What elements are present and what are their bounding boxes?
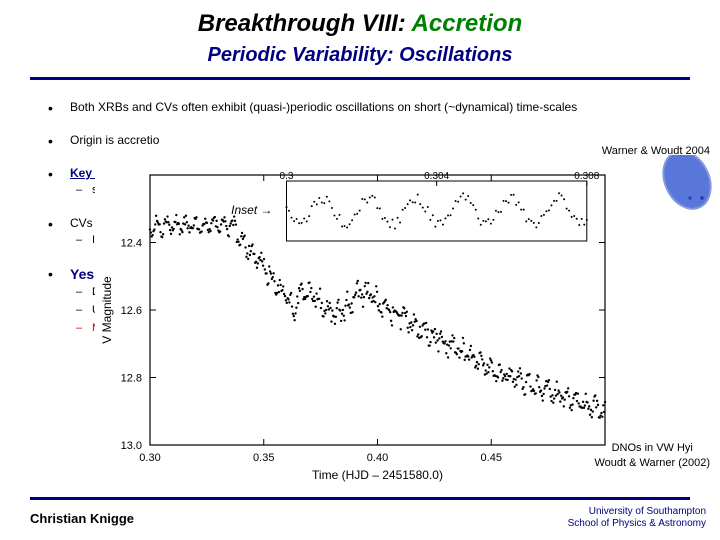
svg-text:0.308: 0.308 <box>574 171 599 182</box>
bullet-2-text: Origin is accretio <box>70 133 159 147</box>
bullet-1-text: Both XRBs and CVs often exhibit (quasi-)… <box>70 100 577 114</box>
svg-text:V Magnitude: V Magnitude <box>100 276 114 344</box>
svg-text:0.35: 0.35 <box>253 452 274 464</box>
slide-subtitle: Periodic Variability: Oscillations <box>0 44 720 73</box>
svg-text:0.45: 0.45 <box>481 452 502 464</box>
svg-text:Time (HJD – 2451580.0): Time (HJD – 2451580.0) <box>312 468 443 482</box>
footer-affil-l1: University of Southampton <box>589 506 706 517</box>
svg-text:0.3: 0.3 <box>280 171 294 182</box>
svg-text:0.304: 0.304 <box>424 171 449 182</box>
corner-ellipse-graphic <box>642 155 712 215</box>
lightcurve-chart: 0.30 0.35 0.40 0.45 12.4 12.6 12.8 13.0 Time (HJ… <box>95 165 615 485</box>
slide-root: Breakthrough VIII: Accretion Periodic Va… <box>0 0 720 540</box>
title-accretion: Accretion <box>412 10 523 37</box>
footer-affiliation: University of Southampton School of Phys… <box>568 506 706 530</box>
svg-text:12.4: 12.4 <box>121 238 142 250</box>
svg-text:12.8: 12.8 <box>121 373 142 385</box>
footer-affil-l2: School of Physics & Astronomy <box>568 518 706 529</box>
chart-svg: 0.30 0.35 0.40 0.45 12.4 12.6 12.8 13.0 Time (HJ… <box>95 165 615 485</box>
footer-rule <box>30 497 690 500</box>
title-rule <box>30 77 690 80</box>
svg-text:0.30: 0.30 <box>139 452 160 464</box>
bullet-1: Both XRBs and CVs often exhibit (quasi-)… <box>40 100 700 115</box>
svg-text:12.6: 12.6 <box>121 305 142 317</box>
title-prefix: Breakthrough VIII: <box>198 10 412 37</box>
footer-author: Christian Knigge <box>30 511 134 526</box>
caption-line2: Woudt & Warner (2002) <box>594 457 710 469</box>
svg-text:0.40: 0.40 <box>367 452 388 464</box>
chart-caption: DNOs in VW Hyi Woudt & Warner (2002) <box>594 441 710 470</box>
corner-svg <box>642 155 712 215</box>
svg-text:Inset →: Inset → <box>231 203 272 217</box>
slide-title: Breakthrough VIII: Accretion <box>0 0 720 38</box>
svg-text:13.0: 13.0 <box>121 440 142 452</box>
caption-line1: DNOs in VW Hyi <box>612 442 693 454</box>
